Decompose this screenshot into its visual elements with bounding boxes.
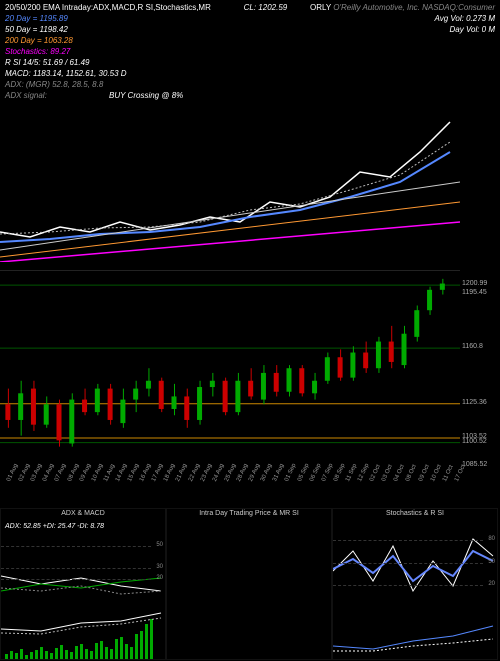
ema-20-label: 20 Day = 1195.89 [5,14,68,23]
stochastics-label: Stochastics: 89.27 [5,47,70,56]
day-vol: Day Vol: 0 M [450,24,496,35]
y-axis-tick: 1195.45 [462,289,487,296]
indicator-subpanels: ADX & MACD ADX: 52.85 +DI: 25.47 -DI: 8.… [0,508,500,660]
intraday-panel: Intra Day Trading Price & MR SI [166,508,332,660]
y-axis-tick: 1160.8 [462,343,483,350]
y-axis-tick: 1125.36 [462,399,487,406]
close-price: CL: 1202.59 [244,2,288,13]
stochastics-title: Stochastics & R SI [333,509,497,518]
avg-vol: Avg Vol: 0.273 M [435,13,495,24]
rsi-label: R SI 14/5: 51.69 / 61.49 [5,58,90,67]
ema-200-label: 200 Day = 1063.28 [5,36,73,45]
adx-values-text: ADX: 52.85 +DI: 25.47 -DI: 8.78 [5,523,104,530]
price-y-axis: 1200.991195.451160.81125.361103.521100.5… [462,270,500,466]
y-axis-tick: 1100.52 [462,438,487,445]
ma-price-chart [0,82,460,262]
intraday-title: Intra Day Trading Price & MR SI [167,509,331,518]
date-x-axis: 01 Aug02 Aug03 Aug04 Aug07 Aug08 Aug09 A… [0,472,460,502]
company-name: O'Reilly Automotive, Inc. NASDAQ:Consume… [333,3,495,12]
macd-label: MACD: 1183.14, 1152.61, 30.53 D [5,69,127,78]
candlestick-chart [0,270,460,466]
ticker-symbol: ORLY [310,3,331,12]
adx-macd-title: ADX & MACD [1,509,165,518]
adx-macd-panel: ADX & MACD ADX: 52.85 +DI: 25.47 -DI: 8.… [0,508,166,660]
ma-lines-svg [0,82,460,262]
stochastics-rsi-panel: Stochastics & R SI 805020 [332,508,498,660]
indicators-label: 20/50/200 EMA Intraday:ADX,MACD,R SI,Sto… [5,3,211,12]
y-axis-tick: 1200.99 [462,280,487,287]
x-axis-tick: 11 Oct [442,464,455,482]
ema-50-label: 50 Day = 1198.42 [5,25,68,34]
candlestick-svg [0,271,460,467]
